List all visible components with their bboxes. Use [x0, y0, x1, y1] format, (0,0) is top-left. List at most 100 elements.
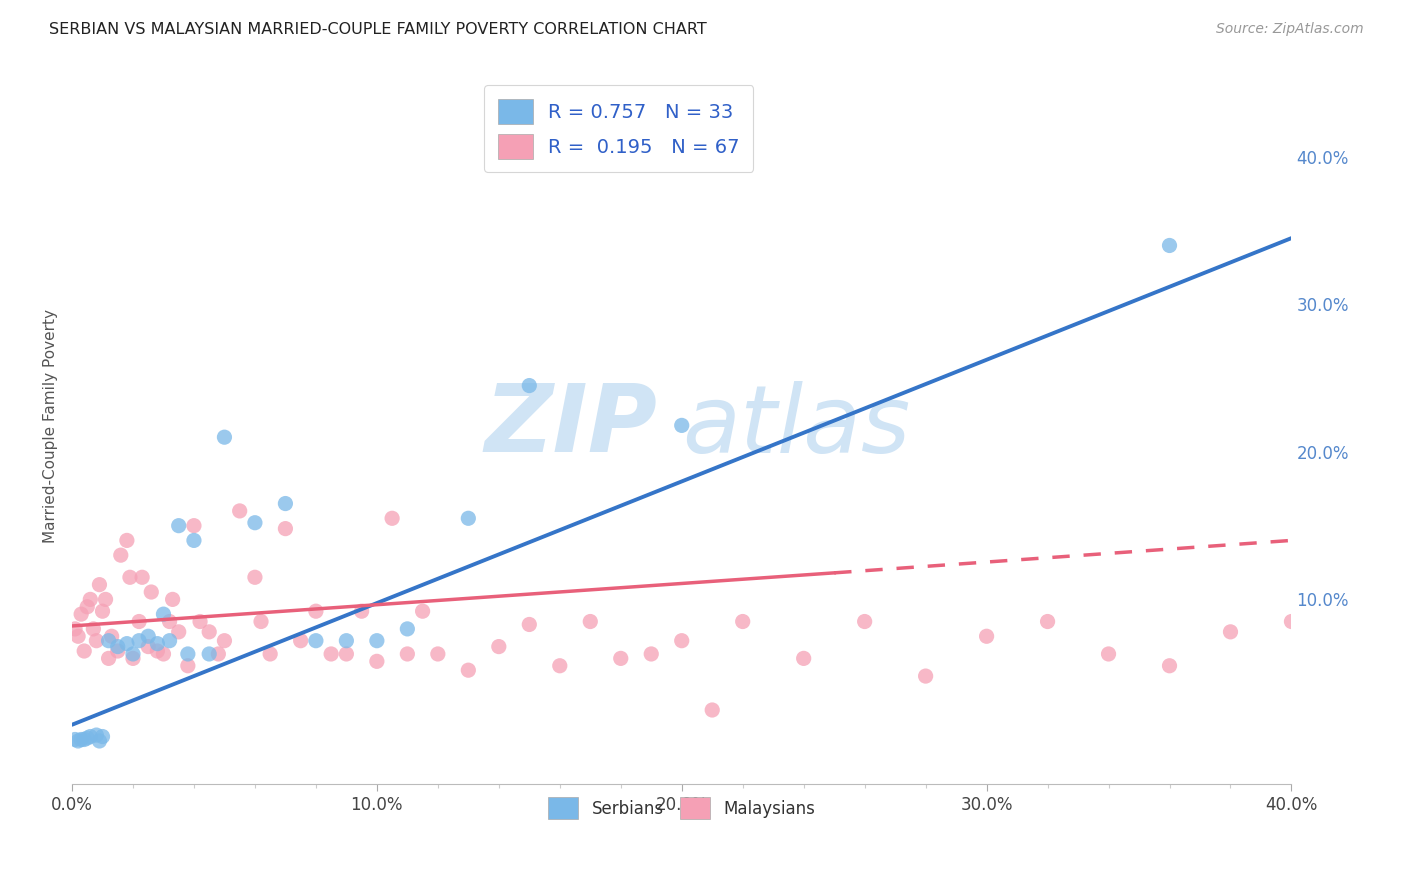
Point [335, 633, 357, 648]
Point [396, 622, 419, 636]
Point [128, 615, 150, 629]
Point [63, 732, 86, 747]
Point [162, 592, 184, 607]
Point [396, 647, 419, 661]
Point [122, 651, 145, 665]
Point [115, 637, 138, 651]
Point [76, 731, 98, 745]
Point [214, 633, 236, 648]
Point [321, 647, 343, 661]
Point [141, 585, 163, 599]
Point [731, 615, 754, 629]
Text: SERBIAN VS MALAYSIAN MARRIED-COUPLE FAMILY POVERTY CORRELATION CHART: SERBIAN VS MALAYSIAN MARRIED-COUPLE FAMI… [49, 22, 707, 37]
Point [73, 732, 96, 747]
Point [274, 522, 297, 536]
Point [89, 734, 111, 748]
Point [136, 629, 159, 643]
Point [79, 592, 101, 607]
Point [457, 511, 479, 525]
Text: atlas: atlas [682, 381, 910, 472]
Point [79, 730, 101, 744]
Point [228, 504, 250, 518]
Point [366, 654, 388, 668]
Point [159, 633, 181, 648]
Point [73, 644, 96, 658]
Point [146, 637, 169, 651]
Point [274, 497, 297, 511]
Point [91, 730, 114, 744]
Point [152, 647, 174, 661]
Point [426, 647, 449, 661]
Point [146, 644, 169, 658]
Point [94, 592, 117, 607]
Point [159, 615, 181, 629]
Point [1097, 647, 1119, 661]
Legend: Serbians, Malaysians: Serbians, Malaysians [541, 790, 823, 825]
Point [350, 604, 373, 618]
Point [70, 607, 93, 622]
Point [86, 728, 108, 742]
Point [183, 533, 205, 548]
Point [91, 604, 114, 618]
Point [107, 644, 129, 658]
Point [671, 633, 693, 648]
Point [488, 640, 510, 654]
Point [305, 604, 328, 618]
Point [107, 640, 129, 654]
Point [86, 633, 108, 648]
Point [610, 651, 633, 665]
Point [167, 624, 190, 639]
Text: Source: ZipAtlas.com: Source: ZipAtlas.com [1216, 22, 1364, 37]
Point [243, 516, 266, 530]
Point [457, 663, 479, 677]
Point [290, 633, 312, 648]
Point [579, 615, 602, 629]
Point [1036, 615, 1059, 629]
Point [67, 734, 90, 748]
Point [548, 658, 571, 673]
Point [914, 669, 936, 683]
Point [89, 577, 111, 591]
Point [118, 570, 141, 584]
Point [517, 378, 540, 392]
Point [63, 622, 86, 636]
Point [131, 570, 153, 584]
Point [1159, 658, 1181, 673]
Point [243, 570, 266, 584]
Y-axis label: Married-Couple Family Poverty: Married-Couple Family Poverty [44, 310, 58, 543]
Point [214, 430, 236, 444]
Point [517, 617, 540, 632]
Point [207, 647, 229, 661]
Point [122, 647, 145, 661]
Point [305, 633, 328, 648]
Point [366, 633, 388, 648]
Point [250, 615, 273, 629]
Point [167, 518, 190, 533]
Point [188, 615, 211, 629]
Point [76, 599, 98, 614]
Point [1219, 624, 1241, 639]
Point [110, 548, 132, 562]
Text: ZIP: ZIP [485, 380, 658, 472]
Point [82, 622, 104, 636]
Point [640, 647, 662, 661]
Point [97, 633, 120, 648]
Point [152, 607, 174, 622]
Point [976, 629, 998, 643]
Point [1281, 615, 1303, 629]
Point [183, 518, 205, 533]
Point [198, 647, 221, 661]
Point [128, 633, 150, 648]
Point [100, 629, 122, 643]
Point [70, 732, 93, 747]
Point [335, 647, 357, 661]
Point [136, 640, 159, 654]
Point [115, 533, 138, 548]
Point [1159, 238, 1181, 252]
Point [853, 615, 876, 629]
Point [381, 511, 404, 525]
Point [177, 658, 200, 673]
Point [412, 604, 434, 618]
Point [198, 624, 221, 639]
Point [67, 629, 90, 643]
